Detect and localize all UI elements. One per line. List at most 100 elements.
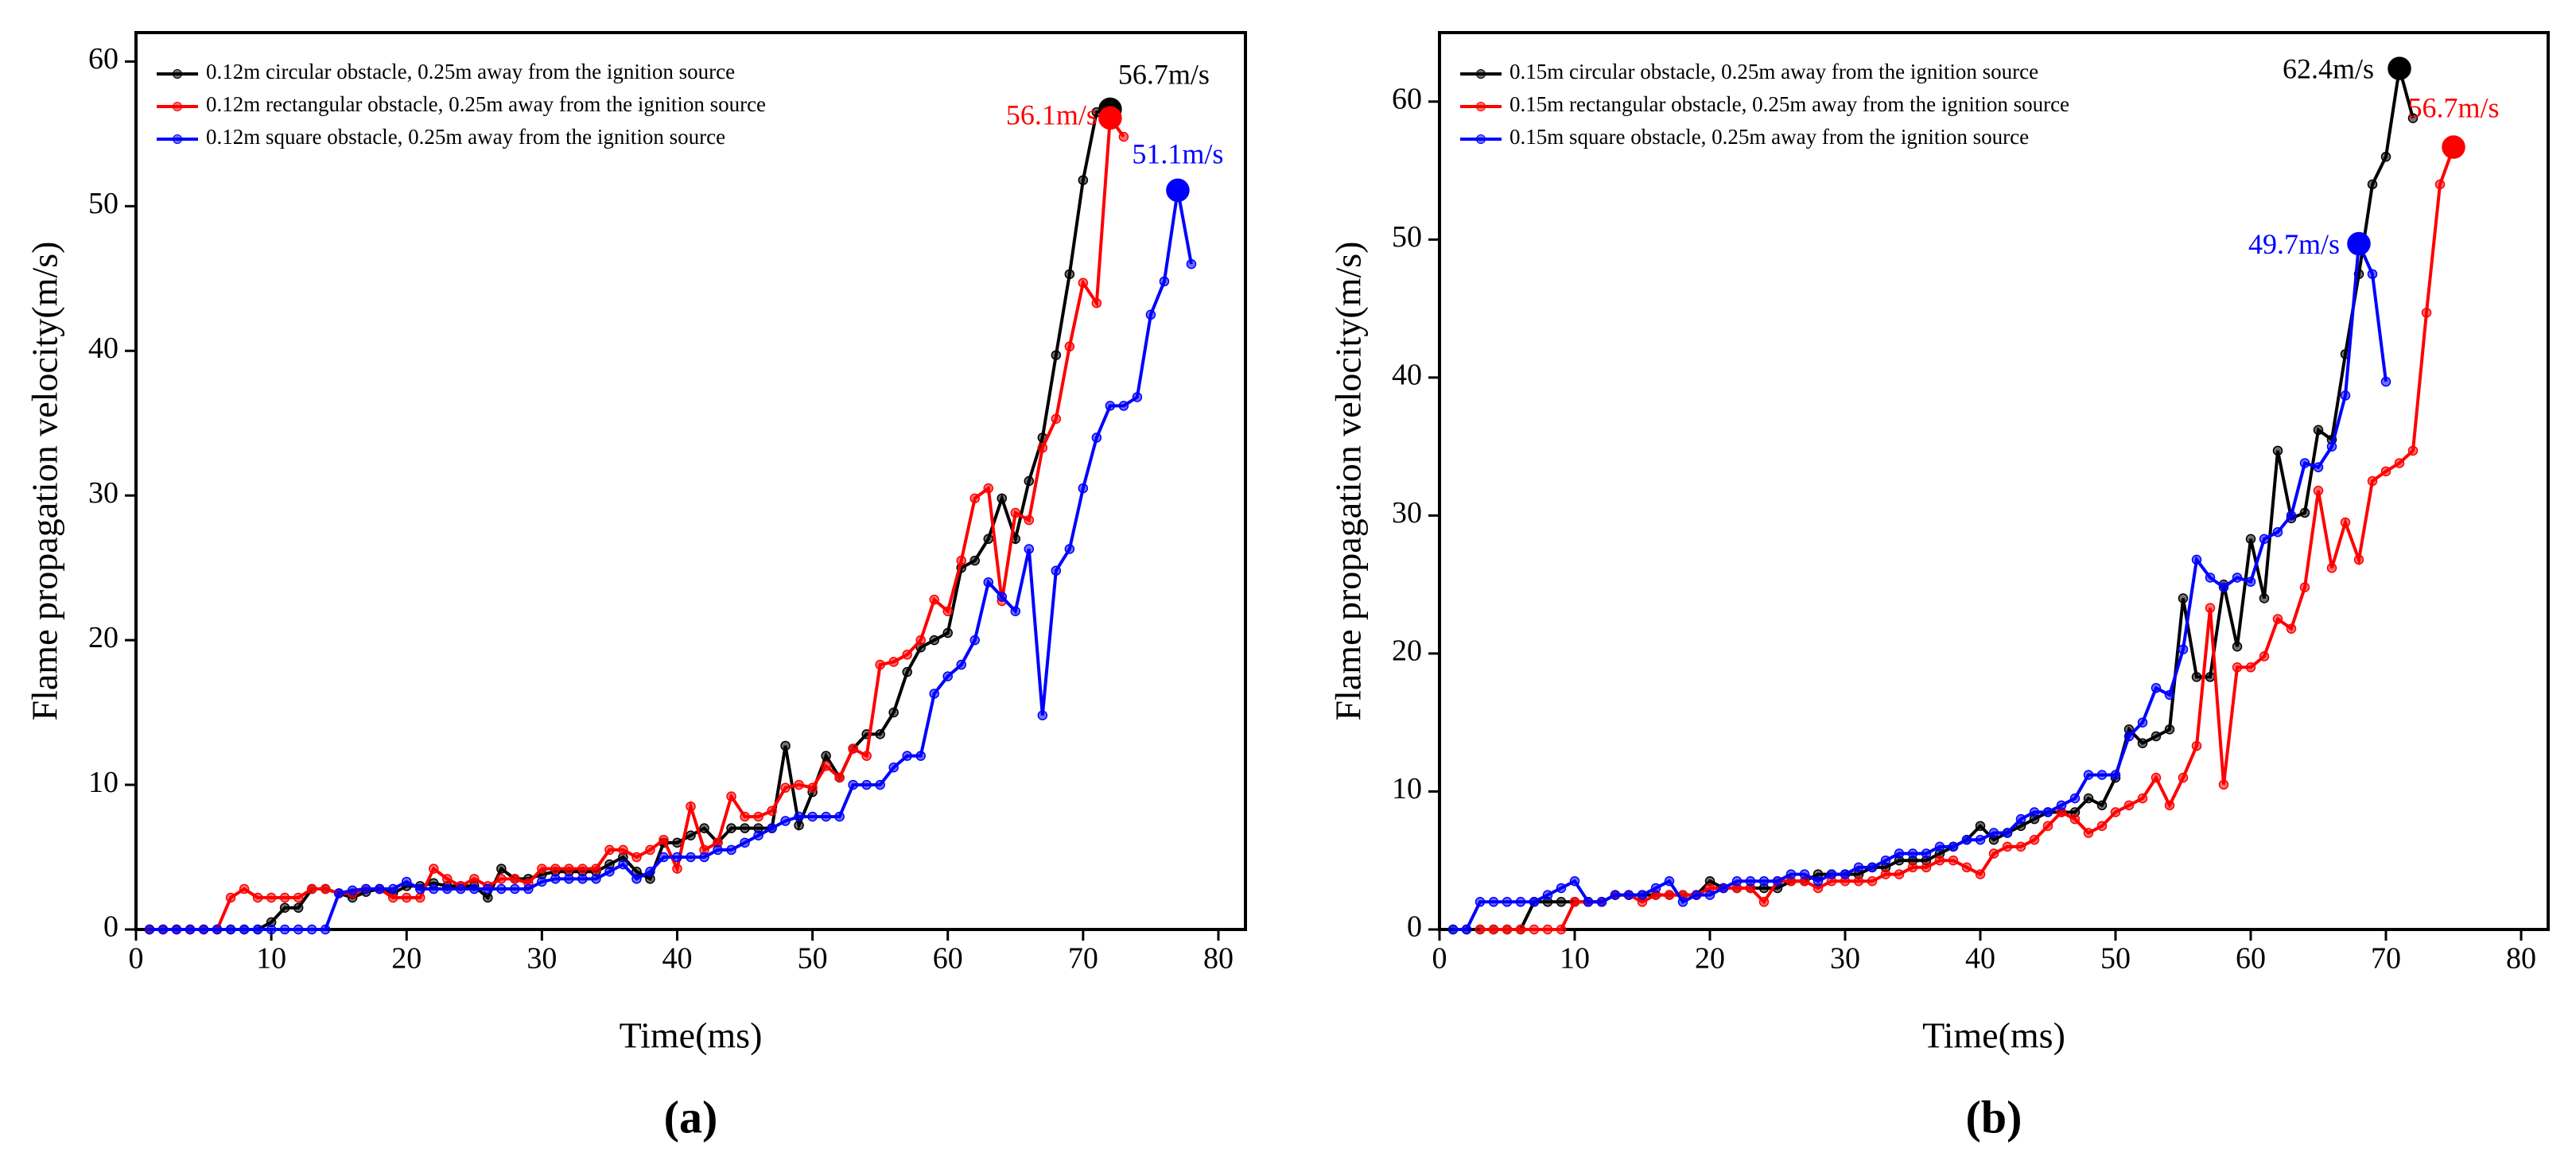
marker bbox=[2123, 800, 2135, 811]
x-tick-label: 0 bbox=[1432, 942, 1447, 976]
legend-marker bbox=[1476, 69, 1486, 79]
marker bbox=[1975, 821, 1986, 832]
marker bbox=[591, 874, 601, 884]
marker bbox=[672, 837, 682, 848]
marker bbox=[483, 892, 493, 903]
marker bbox=[2259, 593, 2270, 603]
marker bbox=[387, 883, 398, 894]
marker bbox=[942, 627, 953, 638]
peak-annotation: 49.7m/s bbox=[2248, 228, 2340, 260]
y-tick-label: 60 bbox=[1392, 82, 1422, 115]
marker bbox=[686, 801, 696, 812]
marker bbox=[1907, 848, 1918, 859]
marker bbox=[429, 883, 439, 894]
marker bbox=[1064, 341, 1075, 352]
marker bbox=[401, 892, 412, 903]
marker bbox=[604, 866, 615, 877]
marker bbox=[821, 761, 831, 771]
legend-marker bbox=[173, 102, 182, 111]
marker bbox=[1785, 869, 1797, 879]
marker bbox=[780, 782, 791, 793]
marker bbox=[1758, 876, 1770, 887]
marker bbox=[1934, 855, 1945, 866]
marker bbox=[1542, 890, 1553, 900]
series-line bbox=[150, 107, 1111, 931]
marker bbox=[279, 924, 290, 935]
marker bbox=[510, 874, 520, 884]
legend-label: 0.12m rectangular obstacle, 0.25m away f… bbox=[206, 92, 766, 116]
marker bbox=[1988, 848, 1999, 859]
marker bbox=[266, 924, 277, 935]
marker bbox=[1921, 848, 1932, 859]
x-tick-label: 30 bbox=[526, 942, 557, 976]
marker bbox=[807, 811, 818, 822]
marker bbox=[1118, 401, 1129, 411]
marker bbox=[564, 874, 574, 884]
marker bbox=[1024, 544, 1035, 554]
marker bbox=[2096, 821, 2108, 832]
marker bbox=[2286, 510, 2297, 521]
marker bbox=[1596, 897, 1607, 907]
marker bbox=[212, 924, 223, 935]
marker bbox=[2245, 662, 2256, 673]
marker bbox=[2232, 641, 2243, 652]
marker bbox=[496, 874, 507, 884]
marker bbox=[1894, 869, 1905, 879]
marker bbox=[2015, 813, 2026, 825]
marker bbox=[1010, 606, 1021, 616]
marker bbox=[1502, 897, 1513, 907]
x-tick-label: 0 bbox=[129, 942, 144, 976]
x-tick-label: 70 bbox=[1068, 942, 1098, 976]
y-tick-label: 30 bbox=[1392, 496, 1422, 530]
marker bbox=[198, 924, 209, 935]
marker bbox=[2245, 576, 2256, 587]
marker bbox=[834, 772, 845, 783]
marker bbox=[2096, 800, 2108, 811]
marker bbox=[333, 888, 344, 898]
marker bbox=[293, 892, 304, 903]
marker bbox=[618, 844, 628, 856]
marker bbox=[1078, 175, 1089, 185]
marker bbox=[740, 837, 750, 848]
marker bbox=[225, 892, 236, 903]
marker bbox=[2313, 462, 2324, 472]
marker bbox=[888, 707, 899, 718]
marker bbox=[1569, 876, 1580, 887]
marker bbox=[794, 820, 804, 831]
peak-marker bbox=[1166, 178, 1190, 203]
y-tick-label: 10 bbox=[1392, 772, 1422, 805]
marker bbox=[807, 782, 818, 793]
marker bbox=[2434, 179, 2446, 190]
marker bbox=[2178, 593, 2189, 603]
marker bbox=[1064, 269, 1075, 280]
marker bbox=[956, 659, 966, 670]
marker bbox=[1840, 869, 1851, 879]
marker bbox=[537, 863, 547, 874]
marker bbox=[185, 924, 196, 935]
marker bbox=[2326, 563, 2337, 573]
marker bbox=[306, 924, 317, 935]
marker bbox=[496, 883, 507, 894]
marker bbox=[1677, 897, 1688, 907]
marker bbox=[2096, 770, 2108, 780]
marker bbox=[1010, 507, 1021, 518]
marker bbox=[929, 634, 939, 646]
marker bbox=[753, 811, 763, 822]
x-tick-label: 40 bbox=[662, 942, 692, 976]
marker bbox=[2232, 572, 2243, 583]
marker bbox=[2380, 376, 2391, 387]
y-tick-label: 0 bbox=[1407, 910, 1422, 944]
marker bbox=[1037, 442, 1048, 453]
marker bbox=[821, 811, 831, 822]
marker bbox=[429, 863, 439, 874]
marker bbox=[767, 805, 777, 817]
marker bbox=[2029, 834, 2040, 845]
marker bbox=[2272, 445, 2283, 456]
marker bbox=[1880, 869, 1891, 879]
legend-marker bbox=[173, 69, 182, 79]
marker bbox=[2394, 458, 2405, 468]
marker bbox=[523, 883, 534, 894]
marker bbox=[915, 634, 926, 646]
marker bbox=[2164, 800, 2175, 811]
